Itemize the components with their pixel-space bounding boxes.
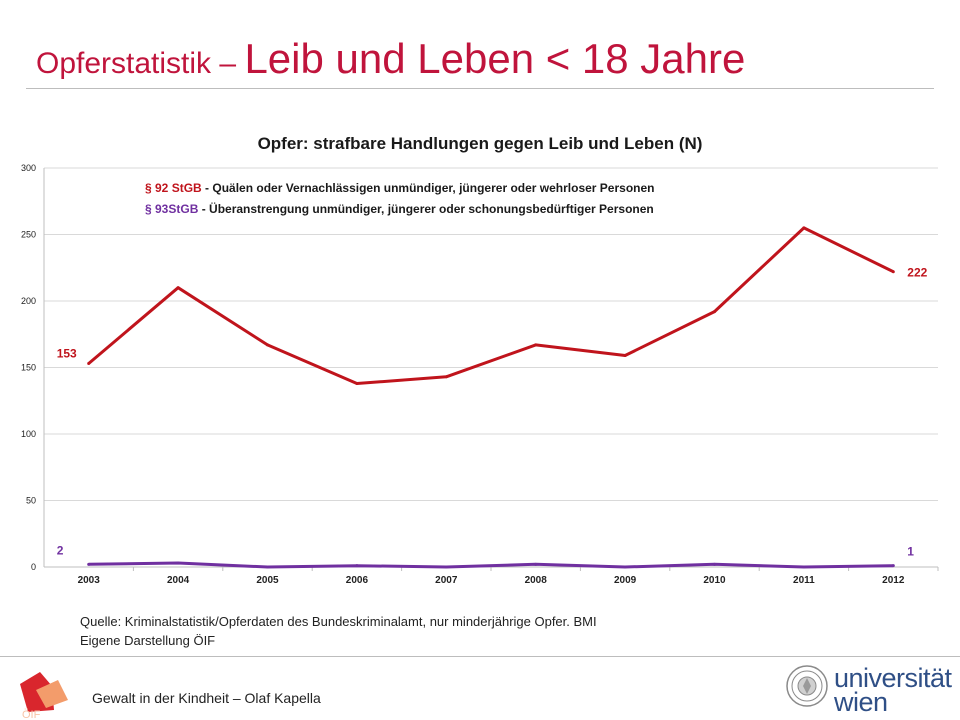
data-point [87,562,91,566]
data-label-start: 153 [57,347,77,361]
university-wordmark-line-2: wien [834,687,888,717]
university-wordmark: universität wien [834,663,952,717]
data-point [802,565,806,569]
y-tick-label: 100 [21,429,36,439]
data-point [176,286,180,290]
data-point [623,354,627,358]
data-point [355,381,359,385]
data-point [444,565,448,569]
y-tick-label: 150 [21,363,36,373]
data-point [891,270,895,274]
y-tick-label: 0 [31,562,36,572]
x-tick-label: 2006 [346,575,369,586]
data-point [713,562,716,566]
data-point [891,564,895,568]
legend-entry-1: § 92 StGB - Quälen oder Vernachlässigen … [145,181,655,195]
data-point [802,226,806,230]
x-tick-label: 2009 [614,575,637,586]
y-tick-label: 250 [21,230,36,240]
oif-logo-text: ÖIF [22,709,41,720]
line-chart: Opfer: strafbare Handlungen gegen Leib u… [21,134,939,586]
data-point [623,565,627,569]
data-label-end: 222 [907,266,927,280]
data-label-start: 2 [57,543,64,557]
x-tick-label: 2004 [167,575,190,586]
data-point [266,343,269,347]
footer-author: Gewalt in der Kindheit – Olaf Kapella [92,690,321,706]
source-line-2: Eigene Darstellung ÖIF [80,633,216,648]
slide-title: Opferstatistik – Leib und Leben < 18 Jah… [36,35,746,82]
x-tick-label: 2003 [78,575,101,586]
data-point [87,362,91,366]
data-point [534,343,538,347]
data-point [534,562,538,566]
university-wordmark-line-1: universität [834,663,952,693]
legend-series-name: § 92 StGB [145,181,202,195]
chart-title: Opfer: strafbare Handlungen gegen Leib u… [258,134,703,153]
legend-series-name: § 93StGB [145,202,199,216]
university-seal-icon [786,665,828,707]
y-tick-label: 200 [21,296,36,306]
series-line-1 [87,226,894,385]
oif-logo: ÖIF [20,672,68,720]
legend-series-description: - Quälen oder Vernachlässigen unmündiger… [202,181,655,195]
source-note: Quelle: Kriminalstatistik/Opferdaten des… [80,612,597,650]
title-divider [26,88,934,89]
footer-divider [0,656,960,657]
x-tick-label: 2005 [256,575,279,586]
x-tick-label: 2008 [525,575,548,586]
x-tick-label: 2007 [435,575,458,586]
data-label-end: 1 [907,545,914,559]
source-line-1: Quelle: Kriminalstatistik/Opferdaten des… [80,614,597,629]
x-tick-label: 2012 [882,575,905,586]
y-tick-label: 300 [21,163,36,173]
series-line-2 [88,561,894,569]
data-point [355,564,359,568]
data-point [713,310,716,314]
data-point [444,375,448,379]
x-tick-label: 2010 [703,575,726,586]
legend-series-description: - Überanstrengung unmündiger, jüngerer o… [198,201,653,216]
data-point [176,561,180,565]
legend-entry-2: § 93StGB - Überanstrengung unmündiger, j… [145,201,654,216]
data-point [266,565,269,569]
y-tick-label: 50 [26,496,36,506]
x-tick-label: 2011 [793,575,815,586]
